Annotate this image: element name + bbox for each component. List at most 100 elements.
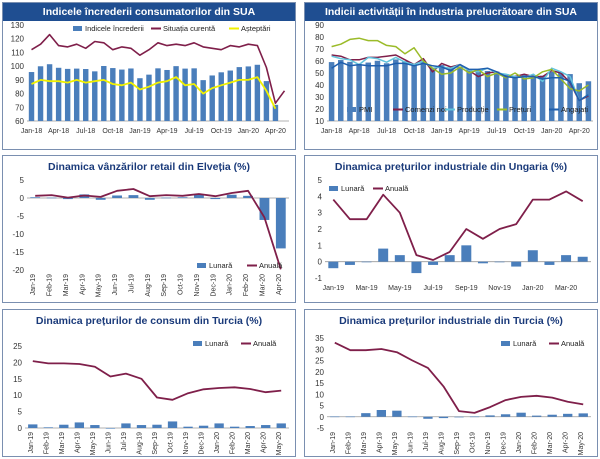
bar — [500, 414, 511, 417]
x-tick-label: Jan-19 — [330, 432, 337, 454]
bar — [378, 248, 389, 262]
legend-label: Producție — [457, 105, 489, 114]
x-tick-label: Oct-19 — [178, 274, 185, 295]
bar — [394, 255, 405, 262]
bar — [105, 428, 116, 429]
bar-series — [28, 64, 279, 121]
bar — [423, 416, 433, 419]
bar — [55, 67, 62, 121]
bar — [585, 81, 592, 121]
bar — [30, 197, 41, 198]
x-tick-label: Sep-19 — [454, 432, 461, 455]
bar — [466, 69, 472, 121]
bar — [227, 70, 233, 121]
x-tick-label: Jul-19 — [121, 432, 128, 451]
swiss-retail-chart: -20 -15 -10 -5 0 5 Jan-19 Feb-19 Mar-19 Apr-19 May… — [12, 176, 289, 297]
x-tick-label: Aug-19 — [136, 432, 143, 455]
x-tick-label: Sep-19 — [152, 432, 159, 455]
manufacturing-activity-chart: 10 20 30 40 50 60 70 80 90 Jan-18 Apr-18 Jul-18 Oct-… — [315, 21, 593, 135]
bar — [429, 67, 436, 121]
x-tick-label: Sep-19 — [161, 274, 168, 297]
x-tick-label: Nov-19 — [488, 285, 511, 292]
x-tick-label: Jul-19 — [128, 274, 135, 293]
y-axis: -1 0 1 2 3 4 5 — [315, 176, 323, 283]
x-tick-label: Dec-19 — [199, 432, 206, 455]
bar — [198, 425, 209, 428]
bar — [461, 245, 472, 262]
x-tick-label: Feb-19 — [345, 432, 352, 454]
y-tick-label: 0 — [320, 413, 325, 422]
x-tick-label: Jan-18 — [321, 128, 343, 135]
series-line — [331, 61, 589, 102]
x-tick-label: Feb-20 — [243, 274, 250, 296]
x-tick-label: Mar-19 — [355, 285, 377, 292]
bar — [144, 198, 155, 200]
bar — [493, 71, 500, 121]
bar — [393, 59, 399, 121]
bar — [374, 60, 381, 121]
legend-label: Lunară — [209, 261, 233, 270]
x-tick-label: Apr-20 — [569, 128, 590, 135]
x-axis: Jan-18 Apr-18 Jul-18 Oct-18 Jan-19 Apr-19 Jul-… — [321, 128, 590, 135]
bar — [361, 413, 371, 417]
bar — [28, 72, 35, 121]
legend-swatch — [197, 263, 206, 268]
y-tick-label: 90 — [315, 21, 324, 30]
bar — [101, 66, 107, 121]
x-tick-label: Jan-19 — [30, 274, 37, 296]
x-tick-label: Oct-18 — [102, 128, 123, 135]
legend: Lunară Anuală — [329, 184, 409, 193]
y-tick-label: 40 — [315, 81, 324, 90]
y-tick-label: 90 — [15, 76, 24, 85]
bar — [328, 62, 335, 121]
bar — [191, 68, 197, 121]
bar — [229, 426, 240, 428]
bar — [361, 261, 372, 263]
x-tick-label: Mar-20 — [547, 432, 554, 454]
x-tick-label: Feb-19 — [43, 432, 50, 454]
bar — [511, 261, 522, 267]
bar — [457, 66, 463, 121]
bar — [548, 71, 555, 121]
x-tick-label: Apr-20 — [563, 432, 570, 453]
y-tick-label: 130 — [11, 21, 25, 30]
bar — [338, 60, 344, 121]
bar — [438, 65, 445, 121]
bar — [454, 416, 464, 418]
x-axis: Jan-19 Mar-19 May-19 Jul-19 Sep-19 Nov-19 Jan-… — [323, 285, 578, 292]
x-tick-label: Jan-20 — [516, 432, 523, 454]
y-tick-label: 35 — [315, 334, 324, 343]
bar — [90, 425, 100, 428]
bar — [243, 195, 253, 198]
bar — [218, 72, 224, 121]
bar — [527, 250, 538, 262]
bar — [420, 61, 427, 121]
series-line — [31, 33, 286, 104]
x-tick-label: Aug-19 — [438, 432, 445, 455]
x-tick-label: Jun-19 — [407, 432, 414, 454]
x-tick-label: Mar-20 — [259, 274, 266, 296]
bar — [63, 198, 73, 200]
bar — [161, 197, 172, 199]
chart-title: Dinamica prețurilor industriale din Turc… — [339, 315, 563, 327]
panel-consumer: Indicele încrederii consumatorilor din S… — [2, 2, 296, 150]
bar — [214, 423, 224, 428]
bar — [558, 72, 564, 121]
bar — [183, 426, 193, 428]
turkey-cpi-chart: 0 5 10 15 20 25 Jan-19 Feb-19 Mar-19 Apr-19 May-19… — [13, 339, 289, 455]
bar — [155, 68, 161, 121]
y-tick-label: 80 — [315, 33, 324, 42]
x-tick-label: Apr-18 — [48, 128, 69, 135]
x-tick-label: Nov-19 — [485, 432, 492, 455]
legend-swatch — [73, 26, 82, 31]
legend-label: Lunară — [513, 339, 537, 348]
y-tick-label: -5 — [17, 212, 25, 221]
y-tick-label: 70 — [15, 103, 24, 112]
x-tick-label: Mar-19 — [59, 432, 66, 454]
bar — [95, 198, 106, 200]
bar — [411, 63, 417, 121]
legend-swatch — [193, 341, 202, 346]
x-axis: Jan-19 Feb-19 Mar-19 Apr-19 May-19 Jun-19 Jul-… — [330, 432, 585, 455]
x-tick-label: Mar-20 — [555, 285, 577, 292]
